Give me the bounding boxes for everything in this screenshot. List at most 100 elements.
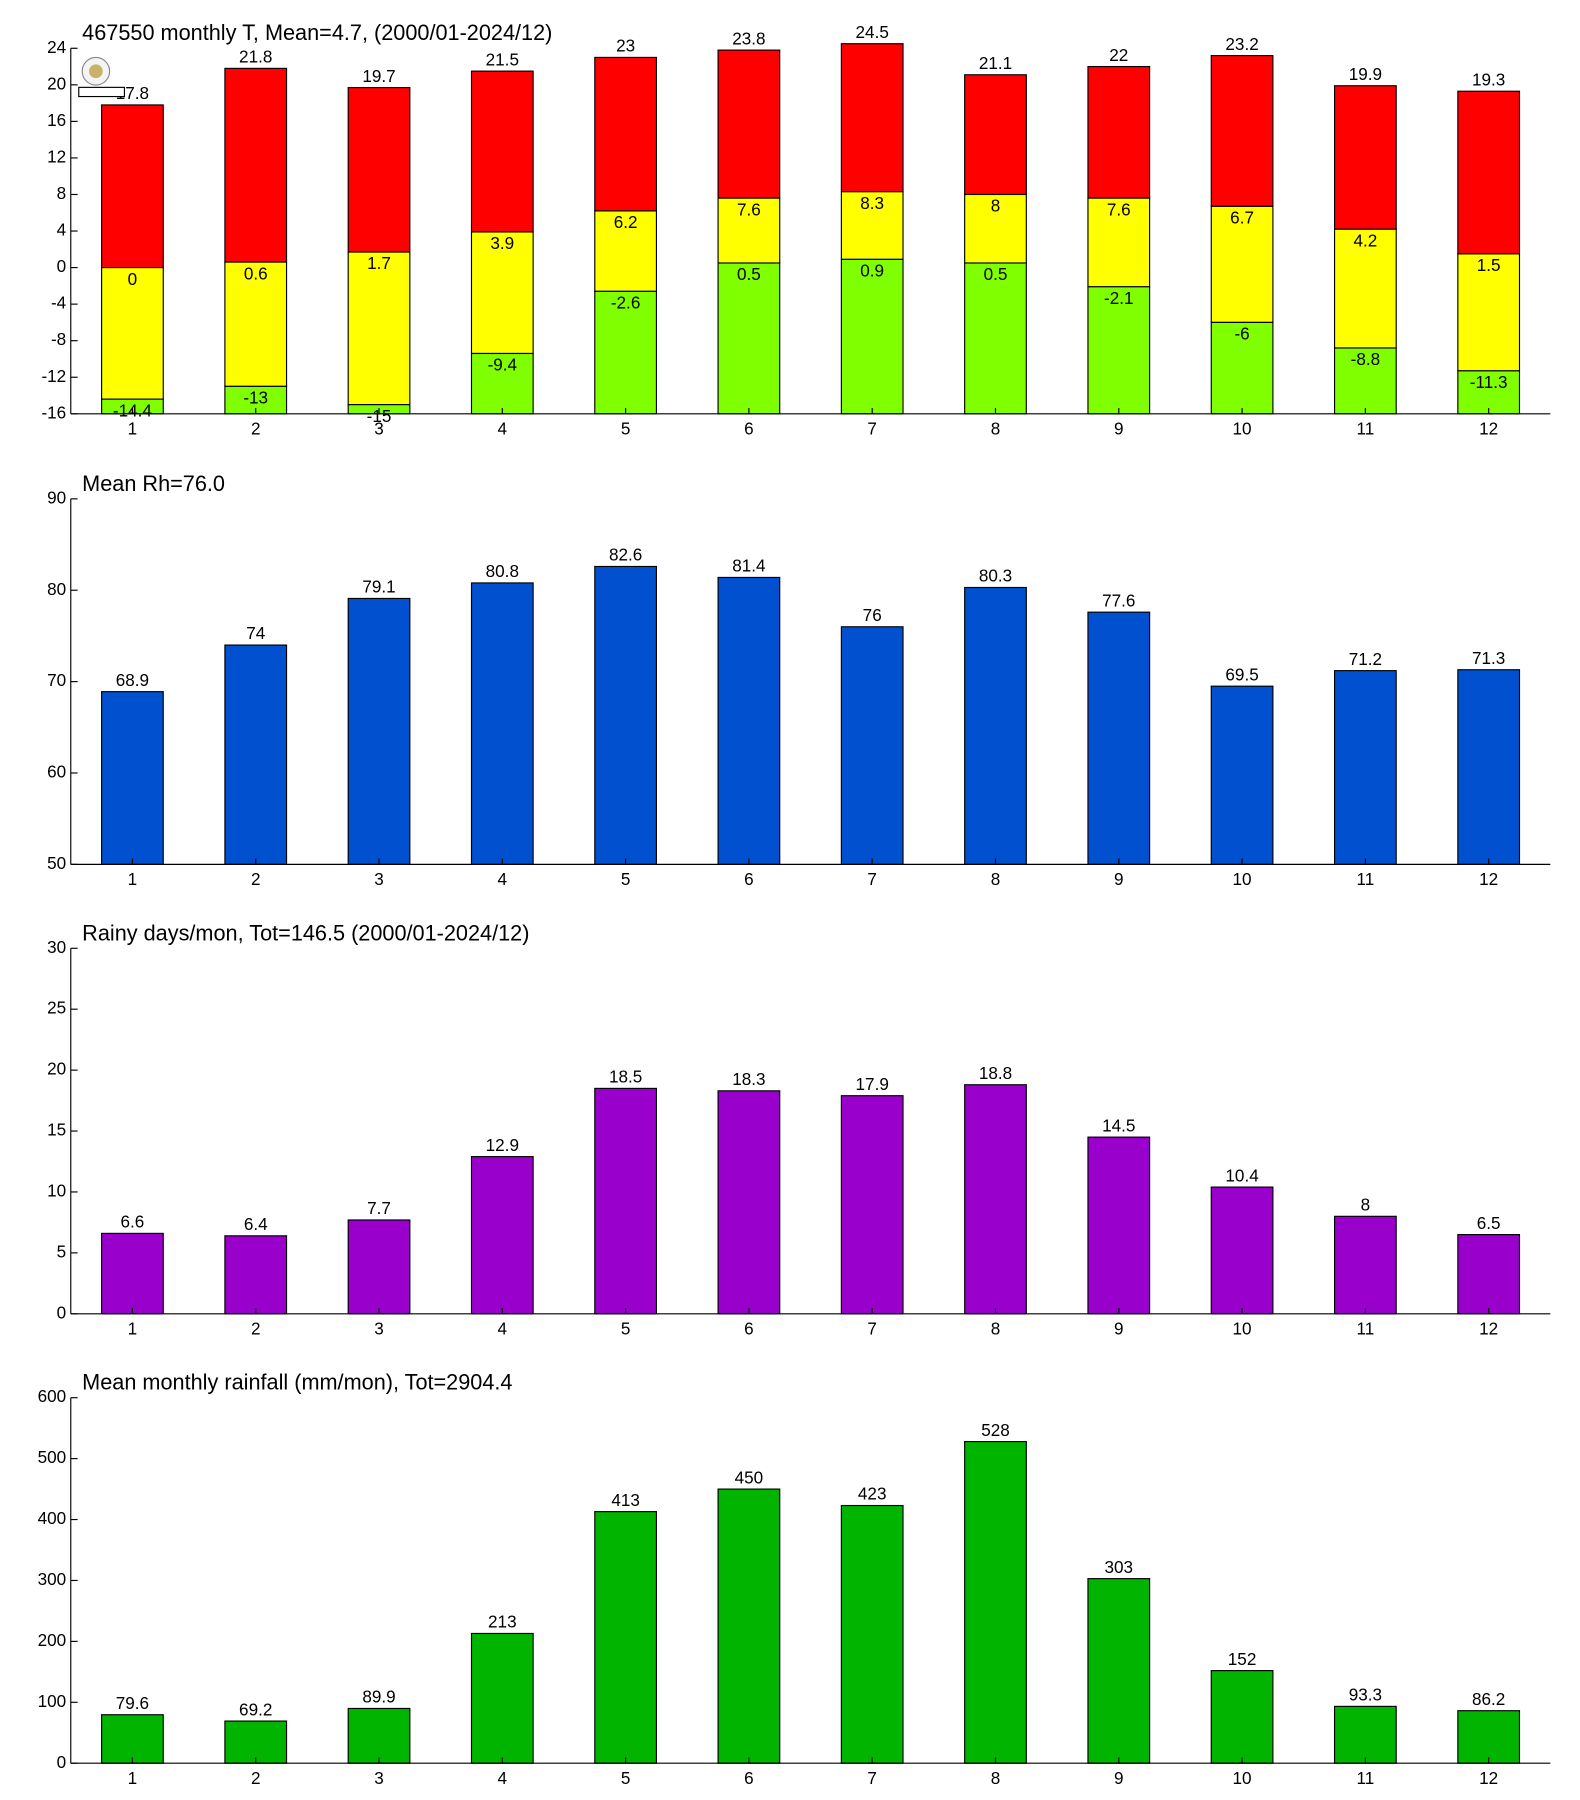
data-label: -2.6 [611,292,640,312]
y-tick-label: 0 [57,1752,67,1772]
bar [347,1707,411,1764]
x-tick-label: 6 [744,869,754,889]
bar [347,597,411,865]
data-label: 77.6 [1102,590,1135,610]
data-label: 8 [991,196,1001,216]
range-segment [840,191,904,260]
logo-inner [89,64,103,79]
y-tick-label: 20 [47,73,66,93]
y-tick-label: -4 [51,293,67,313]
data-label: 69.2 [239,1699,272,1719]
x-tick-label: 12 [1479,1768,1498,1788]
y-tick-label: 600 [38,1386,67,1406]
data-label: 6.5 [1477,1213,1501,1233]
x-tick-label: 2 [251,418,261,438]
range-segment [347,251,411,406]
data-label: 0.6 [244,263,268,283]
bar [840,1504,904,1764]
x-tick-label: 2 [251,1318,261,1338]
y-tick-label: -16 [41,402,66,422]
bar [1457,1234,1521,1315]
data-label: 21.1 [979,53,1012,73]
data-label: 93.3 [1349,1685,1382,1705]
data-label: 22 [1109,45,1128,65]
bar [1333,1215,1397,1315]
data-label: 19.3 [1472,69,1505,89]
range-segment [964,262,1027,415]
data-label: -8.8 [1351,349,1380,369]
bar [840,1095,904,1315]
x-tick-label: 3 [374,1318,384,1338]
bar [101,691,164,865]
x-tick-label: 8 [991,869,1001,889]
x-tick-label: 10 [1233,418,1252,438]
x-tick-label: 4 [498,869,508,889]
chart-panel: Rainy days/mon, Tot=146.5 (2000/01-2024/… [47,920,1551,1338]
range-segment [1210,321,1274,415]
data-label: 7.6 [1107,199,1131,219]
bar [964,1440,1027,1764]
bar [1087,1136,1151,1315]
data-label: 152 [1228,1649,1257,1669]
data-label: 12.9 [486,1135,519,1155]
range-segment [224,67,288,263]
bar [224,644,288,865]
data-label: 18.5 [609,1067,642,1087]
chart-title: 467550 monthly T, Mean=4.7, (2000/01-202… [82,20,552,45]
data-label: 74 [246,623,265,643]
y-tick-label: -8 [51,329,66,349]
range-segment [101,104,164,269]
x-tick-label: 9 [1114,1768,1124,1788]
range-segment [594,56,658,212]
range-segment [1457,253,1521,372]
data-label: 8.3 [860,193,884,213]
x-tick-label: 6 [744,1318,754,1338]
data-label: 23.2 [1225,34,1258,54]
y-tick-label: 16 [47,110,66,130]
data-label: -2.1 [1104,288,1133,308]
x-tick-label: 8 [991,418,1001,438]
bar [347,1219,411,1315]
data-label: 69.5 [1225,664,1258,684]
y-tick-label: 0 [57,256,67,276]
bar [594,565,658,865]
bar [964,586,1027,865]
data-label: 1.5 [1477,255,1501,275]
bar [1333,1705,1397,1764]
data-label: 1.7 [367,253,391,273]
bar [1210,685,1274,865]
chart-title: Mean Rh=76.0 [82,471,225,496]
range-segment [717,262,781,415]
data-label: 18.8 [979,1063,1012,1083]
bar [1457,1710,1521,1764]
y-tick-label: 20 [47,1059,66,1079]
bar [964,1084,1027,1315]
x-tick-label: 12 [1479,869,1498,889]
bar [470,582,534,865]
data-label: 413 [611,1490,640,1510]
bar [1210,1186,1274,1315]
x-tick-label: 11 [1356,418,1374,438]
data-label: 3.9 [490,233,514,253]
x-tick-label: 8 [991,1768,1001,1788]
chart-panel: 467550 monthly T, Mean=4.7, (2000/01-202… [41,20,1551,438]
x-tick-label: 5 [621,1768,631,1788]
range-segment [1210,55,1274,207]
range-segment [1457,90,1521,255]
data-label: -15 [367,406,392,426]
x-tick-label: 12 [1479,1318,1498,1338]
y-tick-label: 100 [38,1691,67,1711]
data-label: 81.4 [732,556,766,576]
range-segment [964,74,1027,196]
y-tick-label: 500 [38,1447,67,1467]
bar [594,1511,658,1764]
x-tick-label: 5 [621,1318,631,1338]
range-segment [101,267,164,400]
data-label: 10.4 [1225,1165,1259,1185]
x-tick-label: 3 [374,869,384,889]
y-tick-label: 70 [47,670,66,690]
bar [717,576,781,865]
x-tick-label: 10 [1233,1318,1252,1338]
data-label: -6 [1234,324,1249,344]
range-segment [1087,65,1151,199]
